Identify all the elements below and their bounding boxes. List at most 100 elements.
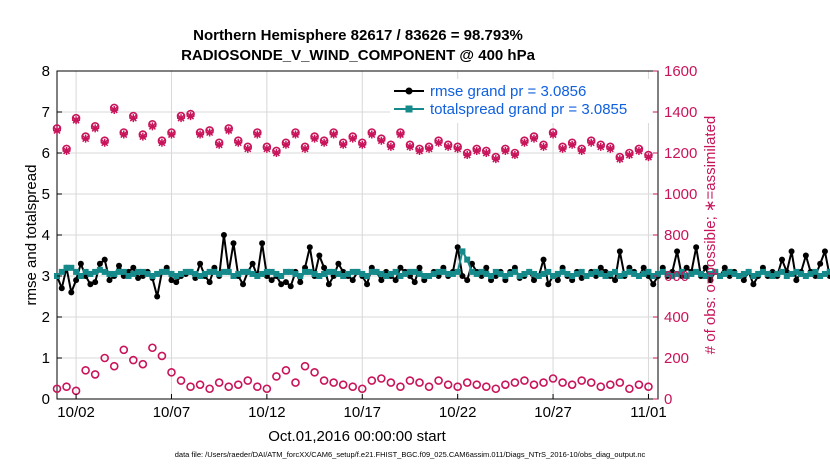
rmse-point <box>545 281 552 288</box>
y-tick-label: 6 <box>42 145 50 162</box>
totalspread-point <box>635 273 642 279</box>
y2-tick-label: 400 <box>664 309 689 326</box>
totalspread-point <box>607 270 614 277</box>
obs-possible-point <box>577 376 586 385</box>
totalspread-point <box>507 270 514 277</box>
totalspread-point <box>368 268 375 275</box>
totalspread-point <box>68 264 75 271</box>
obs-assimilated-point <box>501 146 510 155</box>
totalspread-point <box>344 270 351 277</box>
rmse-point <box>392 277 399 284</box>
totalspread-point <box>197 273 204 279</box>
obs-possible-point <box>644 382 653 392</box>
obs-possible-point <box>291 378 300 387</box>
obs-possible-point <box>615 378 625 387</box>
totalspread-point <box>135 268 142 275</box>
x-tick-label: 10/12 <box>248 404 286 421</box>
totalspread-point <box>454 268 461 275</box>
totalspread-point <box>201 270 208 277</box>
obs-assimilated-point <box>291 130 300 139</box>
obs-possible-point <box>52 384 62 394</box>
obs-possible-point <box>634 380 644 389</box>
obs-possible-point <box>157 351 167 361</box>
series-obs-4 <box>52 343 653 396</box>
rmse-point <box>325 281 332 288</box>
totalspread-point <box>488 273 495 279</box>
obs-possible-point <box>377 374 386 383</box>
totalspread-point <box>325 268 332 275</box>
obs-assimilated-point <box>358 140 367 149</box>
totalspread-point <box>702 273 709 279</box>
y2-tick-label: 200 <box>664 350 689 367</box>
totalspread-point <box>693 268 700 275</box>
rmse-point <box>282 279 289 286</box>
totalspread-point <box>626 268 633 275</box>
rmse-point <box>106 277 113 284</box>
y-tick-label: 4 <box>42 227 50 244</box>
obs-possible-point <box>472 380 482 389</box>
totalspread-point <box>707 270 714 277</box>
obs-assimilated-point <box>386 142 395 151</box>
obs-assimilated-point <box>425 144 434 153</box>
obs-assimilated-point <box>157 138 166 147</box>
obs-assimilated-point <box>606 144 615 153</box>
totalspread-point <box>192 270 199 277</box>
totalspread-point <box>168 270 175 277</box>
rmse-point <box>454 244 461 251</box>
rmse-point <box>416 264 423 271</box>
rmse-point <box>740 277 747 284</box>
y-tick-label: 0 <box>42 391 50 408</box>
totalspread-point <box>621 270 628 277</box>
rmse-point <box>297 279 304 286</box>
obs-assimilated-point <box>53 126 61 135</box>
rmse-point <box>802 252 809 259</box>
obs-assimilated-point <box>243 144 252 153</box>
obs-possible-point <box>357 384 367 394</box>
totalspread-point <box>755 270 762 277</box>
obs-possible-point <box>62 382 71 392</box>
legend-label-totalspread: totalspread grand pr = 3.0855 <box>430 101 627 118</box>
totalspread-point <box>530 270 537 277</box>
totalspread-point <box>721 270 728 277</box>
y-axis-label: rmse and totalspread <box>23 165 40 306</box>
obs-assimilated-point <box>196 130 205 139</box>
totalspread-point <box>612 268 619 275</box>
totalspread-point <box>483 270 490 277</box>
totalspread-point <box>73 268 80 275</box>
legend-label-rmse: rmse grand pr = 3.0856 <box>430 83 586 100</box>
totalspread-point <box>821 270 828 277</box>
obs-possible-point <box>195 380 205 389</box>
totalspread-point <box>178 270 185 277</box>
y-tick-label: 3 <box>42 268 50 285</box>
obs-assimilated-point <box>463 151 472 160</box>
obs-assimilated-point <box>415 146 424 155</box>
legend-marker-rmse <box>405 87 413 95</box>
obs-possible-point <box>300 361 310 371</box>
rmse-point <box>306 244 313 251</box>
rmse-point <box>87 281 94 288</box>
totalspread-point <box>478 268 485 275</box>
obs-possible-point <box>434 376 443 385</box>
rmse-point <box>750 281 757 288</box>
totalspread-point <box>826 268 830 275</box>
totalspread-point <box>287 268 294 275</box>
obs-assimilated-point <box>644 153 653 162</box>
obs-assimilated-point <box>272 149 281 157</box>
obs-assimilated-point <box>72 116 81 125</box>
totalspread-point <box>492 268 499 275</box>
obs-assimilated-point <box>329 130 338 139</box>
y-tick-label: 7 <box>42 104 50 121</box>
rmse-point <box>316 252 323 259</box>
totalspread-point <box>235 270 242 277</box>
obs-assimilated-point <box>396 130 405 139</box>
left-y-ticks: 0 1 2 3 4 5 6 7 8 <box>42 63 62 408</box>
totalspread-point <box>678 268 685 275</box>
obs-possible-point <box>138 359 148 369</box>
rmse-point <box>397 264 404 271</box>
obs-assimilated-point <box>444 142 453 151</box>
totalspread-point <box>106 270 113 277</box>
totalspread-point <box>502 273 509 279</box>
totalspread-point <box>459 248 466 255</box>
totalspread-point <box>669 273 676 279</box>
y2-tick-label: 0 <box>664 391 672 408</box>
